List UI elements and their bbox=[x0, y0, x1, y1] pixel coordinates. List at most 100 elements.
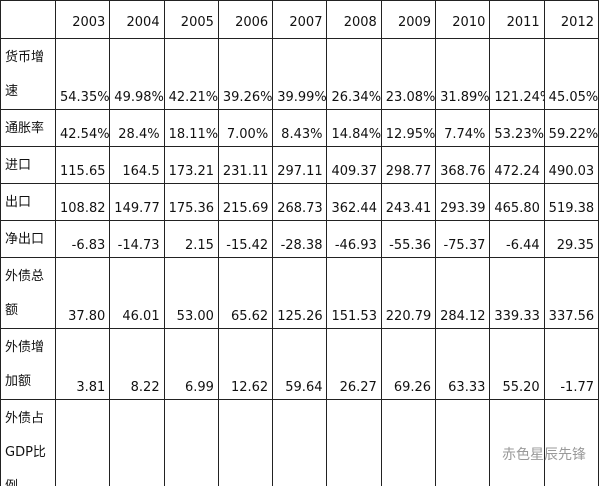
table-cell: 268.73 bbox=[272, 183, 328, 221]
table-cell: 59.22% bbox=[543, 109, 600, 147]
row-label: 净出口 bbox=[0, 220, 56, 258]
table-cell: 175.36 bbox=[163, 183, 219, 221]
table-cell: -75.37 bbox=[435, 220, 491, 258]
table-cell: -46.93 bbox=[326, 220, 382, 258]
header-cell: 2008 bbox=[326, 0, 382, 39]
table-cell: 108.82 bbox=[54, 183, 111, 221]
table-cell: 17.55% bbox=[163, 399, 219, 486]
table-cell: -1.77 bbox=[543, 328, 600, 400]
table-cell: -6.44 bbox=[489, 220, 545, 258]
table-cell: 24.94% bbox=[326, 399, 382, 486]
header-cell: 2006 bbox=[217, 0, 274, 39]
table-cell: 337.56 bbox=[543, 257, 600, 329]
table-row: 出口 108.82 149.77 175.36 215.69 268.73 362.44 24… bbox=[0, 183, 600, 221]
table-cell: 21.20% bbox=[54, 399, 111, 486]
header-cell: 2010 bbox=[435, 0, 491, 39]
row-label: 外债总额 bbox=[0, 257, 56, 329]
table-cell: 8.43% bbox=[272, 109, 328, 147]
table-cell: 31.89% bbox=[435, 38, 491, 110]
header-cell: 2011 bbox=[489, 0, 545, 39]
table-cell: 37.80 bbox=[54, 257, 111, 329]
table-cell: 243.41 bbox=[380, 183, 437, 221]
table-cell: 46.01 bbox=[109, 257, 165, 329]
table-cell: 55.20 bbox=[489, 328, 545, 400]
table-row: 外债增加额 3.81 8.22 6.99 12.62 59.64 26.27 69.26 63.… bbox=[0, 328, 600, 400]
table-cell: 149.77 bbox=[109, 183, 165, 221]
table-cell: 19.88% bbox=[109, 399, 165, 486]
table-cell: 2.15 bbox=[163, 220, 219, 258]
table-cell: 45.05% bbox=[543, 38, 600, 110]
table-cell: 8.22 bbox=[109, 328, 165, 400]
header-cell: 2007 bbox=[272, 0, 328, 39]
table-cell: 409.37 bbox=[326, 146, 382, 184]
header-cell bbox=[0, 0, 56, 39]
table-cell: 368.76 bbox=[435, 146, 491, 184]
table-cell: 125.26 bbox=[272, 257, 328, 329]
table-cell: 6.99 bbox=[163, 328, 219, 400]
header-cell: 2003 bbox=[54, 0, 111, 39]
header-cell: 2012 bbox=[543, 0, 600, 39]
table-cell: 27.67% bbox=[272, 399, 328, 486]
table-cell: 54.09% bbox=[489, 399, 545, 486]
table-cell: -14.73 bbox=[109, 220, 165, 258]
table-cell: 26.34% bbox=[326, 38, 382, 110]
table-cell: -15.42 bbox=[217, 220, 274, 258]
table-cell: 298.77 bbox=[380, 146, 437, 184]
table-cell: 3.81 bbox=[54, 328, 111, 400]
table-cell: 63.33 bbox=[435, 328, 491, 400]
row-label: 外债占GDP比例 bbox=[0, 399, 56, 486]
table-cell: 519.38 bbox=[543, 183, 600, 221]
header-cell: 2005 bbox=[163, 0, 219, 39]
row-label: 货币增速 bbox=[0, 38, 56, 110]
table-cell: 284.12 bbox=[435, 257, 491, 329]
table-cell: 121.24% bbox=[489, 38, 545, 110]
header-cell: 2009 bbox=[380, 0, 437, 39]
table-cell: 51.39% bbox=[543, 399, 600, 486]
table-cell: 43.40% bbox=[380, 399, 437, 486]
table-cell: 339.33 bbox=[489, 257, 545, 329]
header-row: 2003 2004 2005 2006 2007 2008 2009 2010 2011 2012 bbox=[0, 0, 600, 39]
row-label: 外债增加额 bbox=[0, 328, 56, 400]
table-cell: 42.54% bbox=[54, 109, 111, 147]
table-cell: -6.83 bbox=[54, 220, 111, 258]
table-cell: 173.21 bbox=[163, 146, 219, 184]
table-cell: 29.35 bbox=[543, 220, 600, 258]
table-row: 外债总额 37.80 46.01 53.00 65.62 125.26 151.53 220.… bbox=[0, 257, 600, 329]
table-cell: 115.65 bbox=[54, 146, 111, 184]
table-cell: 297.11 bbox=[272, 146, 328, 184]
table-cell: 26.27 bbox=[326, 328, 382, 400]
row-label: 出口 bbox=[0, 183, 56, 221]
table-cell: 39.26% bbox=[217, 38, 274, 110]
table-cell: 293.39 bbox=[435, 183, 491, 221]
watermark: 赤色星辰先锋 bbox=[502, 447, 586, 463]
row-label: 通胀率 bbox=[0, 109, 56, 147]
table-cell: 54.35% bbox=[54, 38, 111, 110]
table-cell: 14.84% bbox=[326, 109, 382, 147]
table-cell: 17.76% bbox=[217, 399, 274, 486]
table-cell: 39.99% bbox=[272, 38, 328, 110]
table-cell: 151.53 bbox=[326, 257, 382, 329]
table-cell: 12.62 bbox=[217, 328, 274, 400]
table-cell: 53.23% bbox=[489, 109, 545, 147]
row-label: 进口 bbox=[0, 146, 56, 184]
header-cell: 2004 bbox=[109, 0, 165, 39]
table-cell: 490.03 bbox=[543, 146, 600, 184]
table-cell: -55.36 bbox=[380, 220, 437, 258]
table-row: 外债占GDP比例21.20%19.88%17.55%17.76%27.67%24… bbox=[0, 399, 600, 486]
table-cell: 49.65% bbox=[435, 399, 491, 486]
table-cell: 472.24 bbox=[489, 146, 545, 184]
table-cell: 7.00% bbox=[217, 109, 274, 147]
table-row: 净出口 -6.83 -14.73 2.15 -15.42 -28.38 -46.93 -55.… bbox=[0, 220, 600, 258]
table-cell: 18.11% bbox=[163, 109, 219, 147]
table-cell: 69.26 bbox=[380, 328, 437, 400]
table-cell: 53.00 bbox=[163, 257, 219, 329]
table-cell: 465.80 bbox=[489, 183, 545, 221]
table-row: 进口 115.65 164.5 173.21 231.11 297.11 409.37 298… bbox=[0, 146, 600, 184]
table-cell: 215.69 bbox=[217, 183, 274, 221]
table-cell: 12.95% bbox=[380, 109, 437, 147]
table-cell: 231.11 bbox=[217, 146, 274, 184]
table-cell: 362.44 bbox=[326, 183, 382, 221]
table-cell: 164.5 bbox=[109, 146, 165, 184]
